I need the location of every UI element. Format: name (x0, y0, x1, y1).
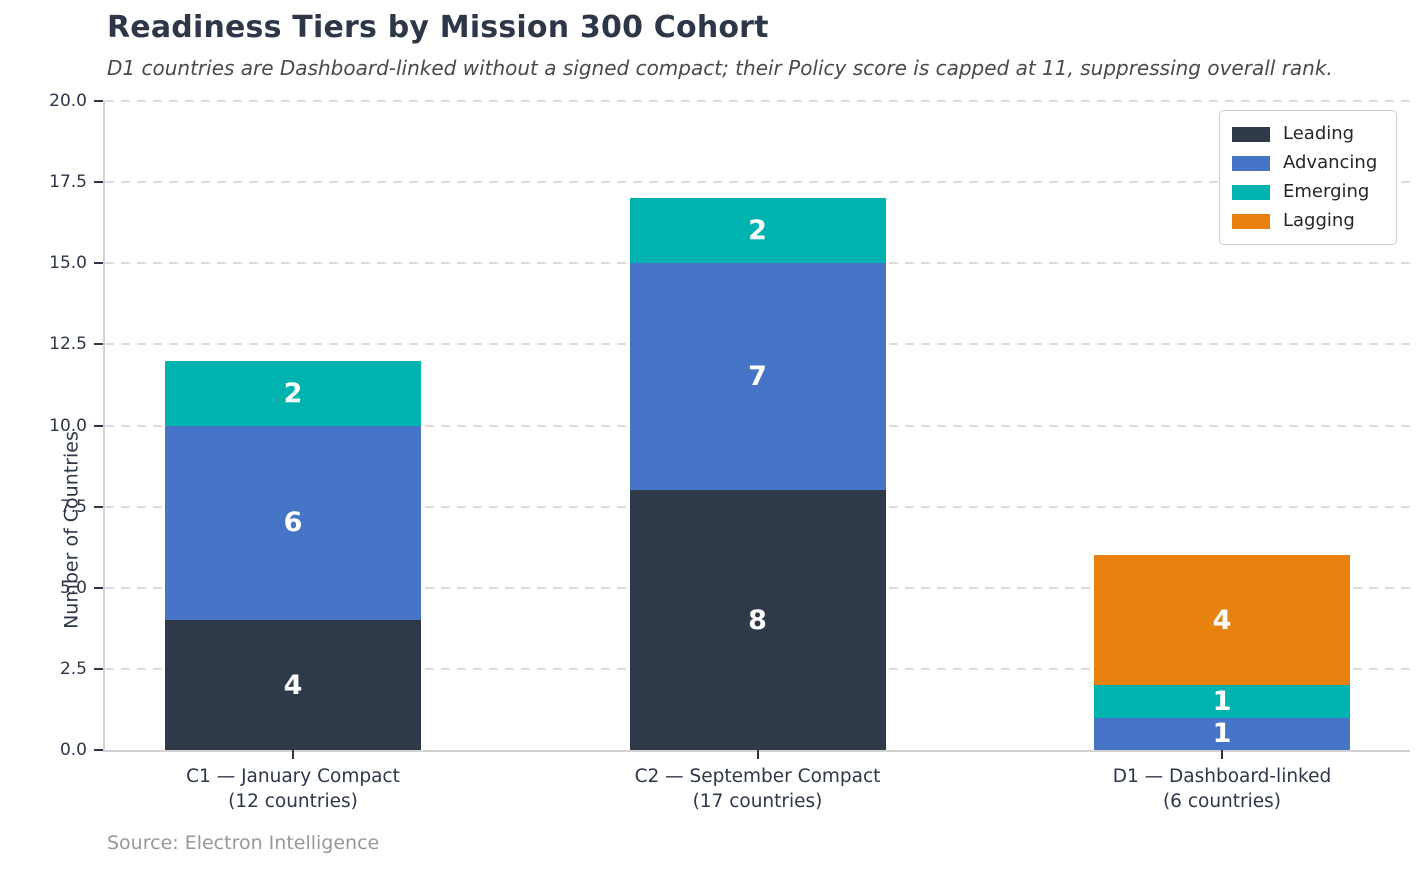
source-note: Source: Electron Intelligence (107, 832, 380, 854)
bar-segment-advancing: 6 (165, 425, 421, 621)
bar-segment-advancing: 1 (1094, 717, 1350, 750)
bar-value-label: 7 (748, 361, 767, 393)
bar-segment-emerging: 2 (629, 198, 886, 264)
x-tick-label: C2 — September Compact (17 countries) (538, 765, 978, 815)
x-tick-label-line1: C1 — January Compact (186, 766, 400, 787)
y-tick-label: 10.0 (49, 415, 87, 436)
bar-value-label: 4 (1212, 604, 1232, 636)
bar-segment-emerging: 1 (1094, 685, 1350, 718)
bar-value-label: 6 (283, 507, 303, 539)
x-tick-mark (1221, 750, 1223, 759)
legend-entry-leading: Leading (1232, 123, 1384, 145)
bar-segment-lagging: 4 (1094, 555, 1350, 686)
y-tick-mark (94, 262, 103, 265)
y-tick-label: 20.0 (49, 91, 87, 111)
legend-label: Emerging (1283, 181, 1370, 202)
legend-entry-emerging: Emerging (1232, 181, 1384, 203)
y-tick-mark (94, 424, 103, 427)
plot-area: Number of Countries 0.0 2.5 5.0 7.5 10.0 12.5… (49, 91, 1410, 812)
legend-label: Leading (1283, 123, 1355, 144)
x-tick-label: D1 — Dashboard-linked (6 countries) (1002, 765, 1422, 815)
x-tick-mark (292, 750, 294, 759)
gridline (105, 262, 1410, 265)
bar-value-label: 2 (748, 215, 767, 247)
legend-swatch (1232, 155, 1270, 171)
x-tick-label-line1: D1 — Dashboard-linked (1112, 766, 1332, 787)
x-tick-mark (756, 750, 759, 759)
legend-entry-lagging: Lagging (1232, 210, 1384, 232)
x-tick-label-line2: (12 countries) (228, 790, 358, 812)
bar-value-label: 8 (748, 604, 767, 636)
legend-swatch (1232, 184, 1270, 200)
chart-subtitle: D1 countries are Dashboard-linked withou… (107, 56, 1333, 80)
legend: Leading Advancing Emerging Lagging (1219, 110, 1397, 245)
bar-value-label: 1 (1212, 718, 1232, 750)
y-tick-mark (94, 667, 103, 670)
y-tick-mark (94, 749, 103, 751)
chart-title: Readiness Tiers by Mission 300 Cohort (107, 10, 769, 45)
legend-label: Advancing (1283, 152, 1378, 173)
y-tick-label: 12.5 (49, 334, 87, 355)
bar-segment-leading: 8 (629, 490, 886, 750)
y-tick-label: 0.0 (59, 740, 87, 760)
bar-segment-advancing: 7 (629, 263, 886, 491)
y-tick-mark (94, 505, 103, 508)
y-tick-mark (94, 100, 103, 102)
bar-value-label: 4 (283, 669, 303, 701)
x-tick-label-line2: (17 countries) (692, 790, 823, 812)
gridline (105, 100, 1410, 102)
legend-swatch (1232, 213, 1270, 229)
legend-label: Lagging (1283, 210, 1355, 231)
gridline (105, 181, 1410, 184)
bar-value-label: 1 (1212, 685, 1232, 717)
y-tick-label: 5.0 (59, 577, 87, 598)
bar-segment-leading: 4 (165, 620, 421, 750)
y-tick-mark (94, 343, 103, 346)
legend-swatch (1232, 126, 1270, 142)
y-tick-label: 15.0 (49, 253, 87, 274)
y-tick-label: 2.5 (59, 658, 87, 679)
x-tick-label-line2: (6 countries) (1162, 790, 1282, 812)
legend-entry-advancing: Advancing (1232, 152, 1384, 174)
x-tick-label-line1: C2 — September Compact (634, 766, 881, 787)
y-tick-mark (94, 181, 103, 184)
bar-segment-emerging: 2 (165, 360, 421, 426)
y-tick-mark (94, 586, 103, 589)
y-tick-label: 7.5 (59, 496, 87, 517)
y-tick-label: 17.5 (49, 172, 87, 193)
bar-value-label: 2 (283, 377, 303, 409)
x-tick-label: C1 — January Compact (12 countries) (73, 765, 513, 815)
